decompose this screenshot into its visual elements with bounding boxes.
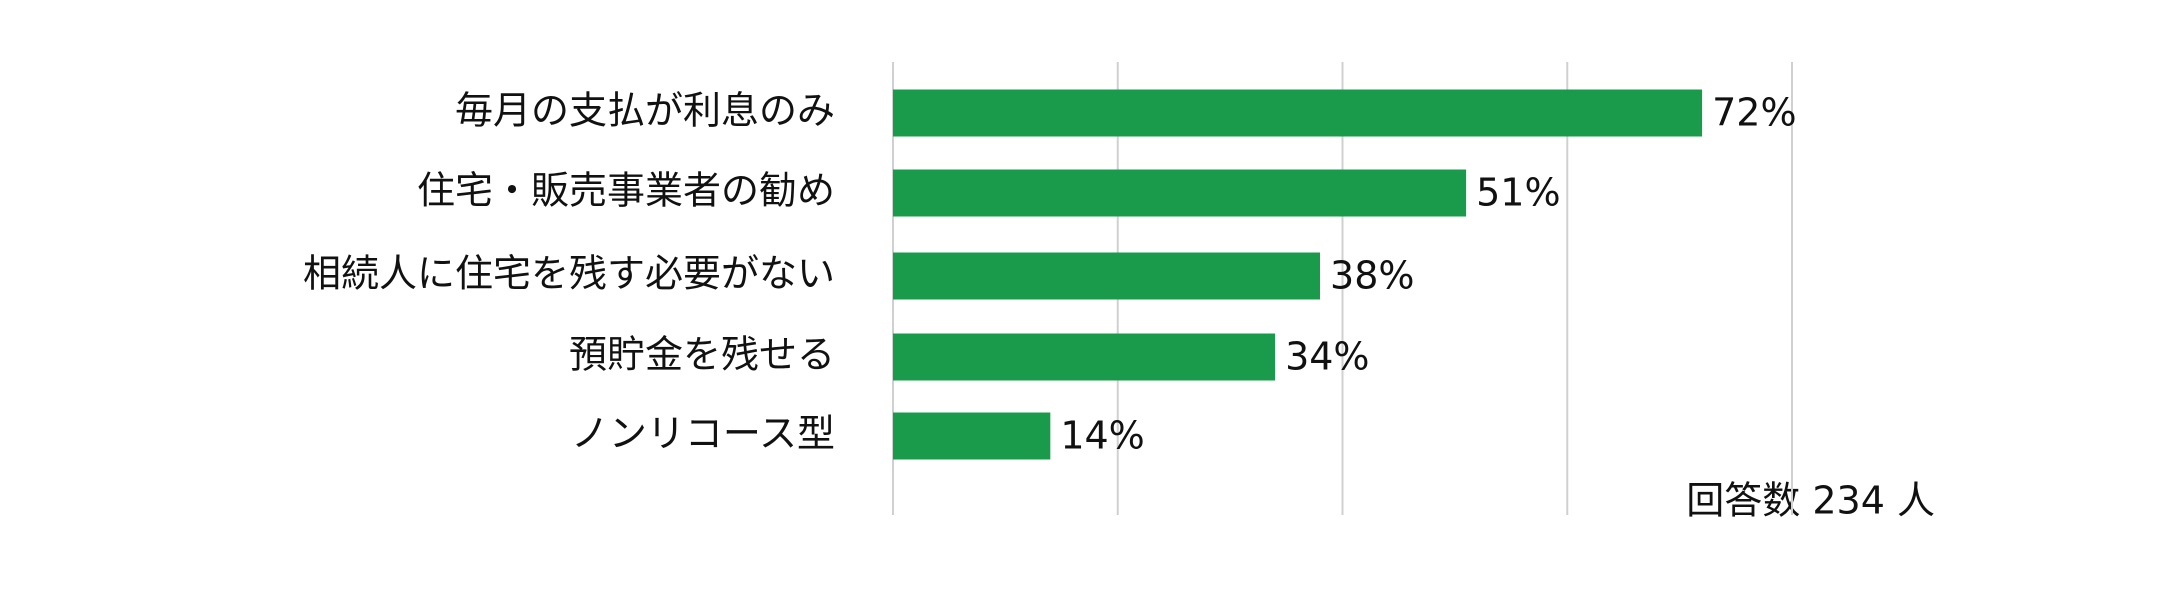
bar [893, 169, 1467, 217]
value-label: 72% [1712, 91, 1796, 135]
annotation: 回答数 234 人 [1686, 479, 1935, 523]
value-label: 51% [1476, 171, 1560, 215]
y-tick-label: 相続人に住宅を残す必要がない [303, 252, 835, 296]
y-tick-label: 預貯金を残せる [569, 333, 835, 377]
bar [893, 252, 1321, 300]
bar [893, 89, 1703, 137]
y-tick-label: 毎月の支払が利息のみ [455, 89, 835, 133]
value-label: 34% [1285, 335, 1369, 379]
bar [893, 333, 1276, 381]
y-tick-label: ノンリコース型 [571, 412, 835, 456]
value-label: 14% [1060, 414, 1144, 458]
value-label: 38% [1330, 254, 1414, 298]
y-tick-label: 住宅・販売事業者の勧め [417, 169, 835, 213]
bar [893, 412, 1051, 460]
